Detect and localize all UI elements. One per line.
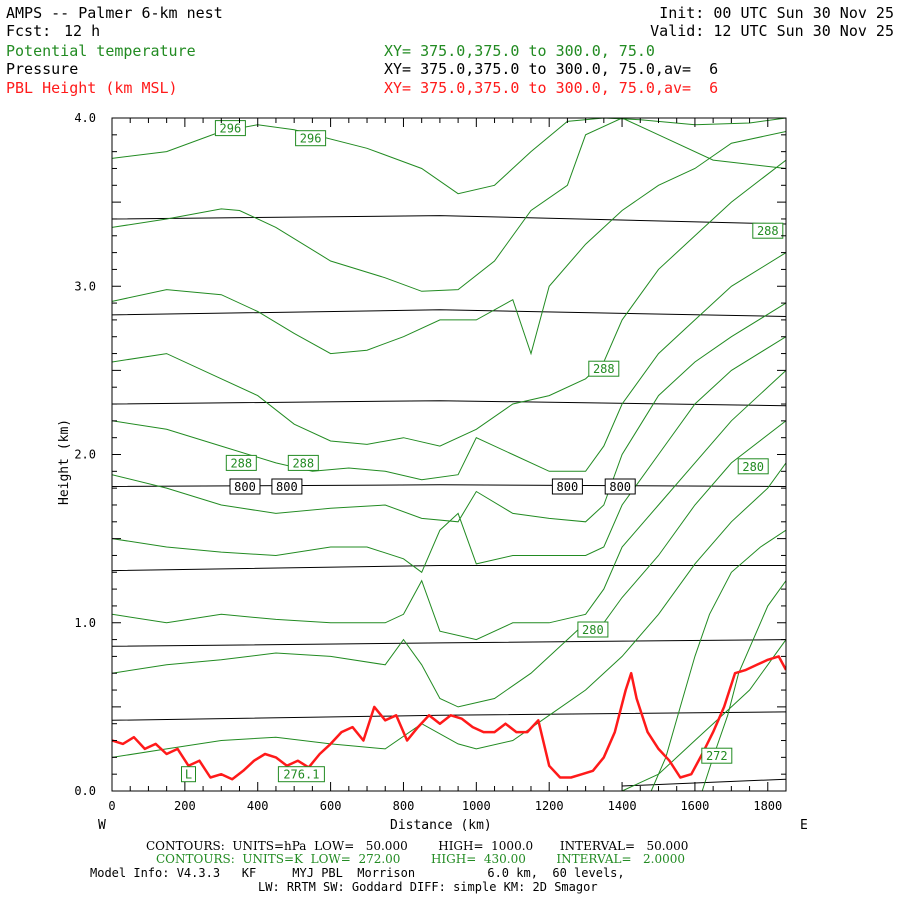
field-name-pbl: PBL Height (km MSL)	[6, 79, 178, 97]
isobar-line-2	[112, 400, 786, 407]
footer-physics-info: LW: RRTM SW: Goddard DIFF: simple KM: 2D…	[258, 880, 598, 894]
isobar-label-1-box	[271, 478, 303, 495]
x-tick-label: 1600	[680, 799, 709, 813]
pbl-layer	[112, 655, 786, 781]
x-tick-label: 0	[108, 799, 115, 813]
theta-contour-2	[112, 131, 786, 356]
footer-theta-contours: CONTOURS: UNITS=K LOW= 272.00 HIGH= 430.…	[156, 852, 685, 866]
east-direction: E	[800, 818, 808, 833]
field-xy-pressure: XY= 375.0,375.0 to 300.0, 75.0,av= 6	[384, 60, 719, 78]
footer-model-info: Model Info: V4.3.3 KF MYJ PBL Morrison 6…	[90, 866, 625, 880]
init-time: Init: 00 UTC Sun 30 Nov 25	[659, 4, 894, 22]
field-name-theta: Potential temperature	[6, 42, 196, 60]
theta-label-10-box	[181, 766, 196, 783]
theta-contour-1	[112, 118, 786, 292]
theta-label-4-box	[225, 454, 257, 471]
forecast-label: Fcst:	[6, 22, 52, 40]
y-tick-label: 0.0	[74, 784, 96, 798]
theta-contour-12	[621, 639, 786, 791]
isobar-line-1	[112, 309, 786, 317]
theta-contour-7	[112, 370, 786, 641]
theta-label-2-box	[752, 222, 784, 239]
theta-label-5-box	[287, 454, 319, 471]
valid-time: Valid: 12 UTC Sun 30 Nov 25	[650, 22, 894, 40]
theta-contour-4	[112, 252, 786, 481]
theta-label-3: 288	[593, 362, 615, 376]
west-direction: W	[98, 818, 106, 833]
theta-label-7: 280	[582, 623, 604, 637]
axis-ticks	[111, 117, 787, 792]
theta-contour-3	[112, 159, 786, 447]
theta-label-0: 296	[220, 122, 242, 136]
theta-label-2: 288	[757, 224, 779, 238]
isobar-line-5	[112, 639, 786, 647]
y-tick-label: 3.0	[74, 279, 96, 293]
pbl-height-line	[112, 655, 786, 781]
theta-label-1-box	[295, 130, 327, 147]
isobar-line-6	[112, 711, 786, 721]
x-axis-label: Distance (km)	[390, 818, 492, 833]
isobar-line-4	[112, 565, 786, 572]
theta-label-3-box	[588, 360, 620, 377]
theta-label-1: 296	[300, 132, 322, 146]
y-tick-label: 2.0	[74, 448, 96, 462]
theta-contour-6	[112, 336, 786, 574]
theta-layer	[112, 118, 786, 791]
theta-label-10: L	[185, 768, 192, 782]
isobar-label-1: 800	[276, 480, 298, 494]
theta-contour-0	[112, 118, 786, 195]
isobar-label-3-box	[604, 478, 636, 495]
contour-label-layer: 800 800 800 800 296 296 288 288 288 288 280 280 272 2…	[181, 120, 784, 783]
x-tick-label: 800	[393, 799, 415, 813]
isobar-label-0: 800	[234, 480, 256, 494]
x-tick-label: 200	[174, 799, 196, 813]
theta-label-6: 280	[742, 460, 764, 474]
theta-contour-5	[112, 302, 786, 523]
theta-label-5: 288	[292, 456, 314, 470]
isobar-label-2: 800	[557, 480, 579, 494]
theta-contour-10	[650, 529, 786, 791]
isobar-label-3: 800	[609, 480, 631, 494]
field-xy-theta: XY= 375.0,375.0 to 300.0, 75.0	[384, 42, 655, 60]
figure-title: AMPS -- Palmer 6-km nest	[6, 4, 223, 22]
theta-contour-8	[112, 420, 786, 708]
x-tick-label: 1800	[753, 799, 782, 813]
theta-label-7-box	[577, 621, 609, 638]
isobar-line-7	[622, 778, 786, 787]
theta-label-9-box	[277, 766, 325, 783]
theta-label-8-box	[701, 747, 733, 764]
x-tick-label: 400	[247, 799, 269, 813]
isobar-line-0	[112, 215, 786, 225]
theta-label-8: 272	[706, 749, 728, 763]
isobar-line-3	[112, 484, 786, 487]
theta-contour-9	[112, 462, 786, 758]
theta-label-9: 276.1	[283, 768, 319, 782]
field-name-pressure: Pressure	[6, 60, 79, 78]
field-xy-pbl: XY= 375.0,375.0 to 300.0, 75.0,av= 6	[384, 79, 719, 97]
y-tick-label: 1.0	[74, 616, 96, 630]
forecast-value: 12 h	[64, 22, 101, 40]
y-tick-label: 4.0	[74, 111, 96, 125]
theta-label-4: 288	[230, 456, 252, 470]
x-tick-label: 1000	[462, 799, 491, 813]
x-tick-label: 1400	[608, 799, 637, 813]
axis-labels: 0 200 400 600 800 1000 1200 1400 1600 1800 0.0 1.0 2…	[74, 111, 782, 813]
y-axis-label: Height (km)	[57, 419, 72, 505]
x-tick-label: 600	[320, 799, 342, 813]
isobar-label-2-box	[551, 478, 583, 495]
theta-label-6-box	[737, 458, 769, 475]
x-tick-label: 1200	[535, 799, 564, 813]
theta-label-0-box	[214, 120, 246, 137]
isobar-layer	[112, 215, 786, 787]
footer-pressure-contours: CONTOURS: UNITS=hPa LOW= 50.000 HIGH= 10…	[146, 839, 689, 853]
isobar-label-0-box	[229, 478, 261, 495]
